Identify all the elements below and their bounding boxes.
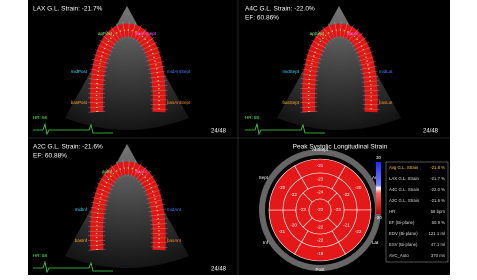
view-title: A2C G.L. Strain: -21.6% <box>33 144 103 151</box>
wall-label: AntSept <box>312 147 329 152</box>
segment-label: midSept <box>282 69 299 74</box>
segment-value: -22 <box>290 192 297 197</box>
row-value: -21.6 % <box>430 198 445 203</box>
segment-label: apInf <box>102 169 113 174</box>
row-label: EF (Bi-plane) <box>389 220 415 225</box>
segment-value: -22 <box>343 192 350 197</box>
heart-rate: HR: 58 <box>245 115 260 120</box>
wall-label: Lat <box>372 240 379 245</box>
segment-value: -21 <box>279 229 286 234</box>
segment-value: -19 <box>317 251 324 256</box>
frame-counter: 24/48 <box>423 129 439 135</box>
segment-value: -20 <box>355 185 362 190</box>
heart-rate: HR: 58 <box>33 115 48 120</box>
wall-label: Post <box>315 267 325 272</box>
row-label: LAX G.L. Strain <box>389 176 419 181</box>
frame-counter: 24/48 <box>211 267 227 273</box>
wall-label: Sept <box>259 175 269 180</box>
segment-label: apPost <box>98 31 113 36</box>
segment-label: midLat <box>379 69 393 74</box>
row-label: A2C G.L. Strain <box>389 198 420 203</box>
row-value: 121.1 ml <box>429 231 446 236</box>
row-value: 370 ms <box>431 253 445 258</box>
bullseye-title: Peak Systolic Longitudinal Strain <box>293 144 388 151</box>
row-value: 60.9 % <box>432 220 446 225</box>
segment-label: basSept <box>282 100 299 105</box>
segment-value: -22 <box>317 225 324 230</box>
segment-value: -23 <box>299 207 306 212</box>
frame-counter: 24/48 <box>211 129 227 135</box>
heart-rate: HR: 58 <box>33 253 48 258</box>
segment-value: -22 <box>317 207 324 212</box>
color-scale <box>376 162 381 214</box>
row-label: Avg G.L. Strain <box>389 165 419 170</box>
segment-label: apLat <box>347 31 359 36</box>
view-title: LAX G.L. Strain: -21.7% <box>33 6 103 13</box>
row-value: 47.1 ml <box>431 242 445 247</box>
ef-value: EF: 60.86% <box>245 15 279 22</box>
segment-value: -20 <box>290 222 297 227</box>
segment-label: basAnt <box>167 238 182 243</box>
ef-value: EF: 60.88% <box>33 153 67 160</box>
segment-value: -22 <box>355 229 362 234</box>
segment-label: basInf <box>75 238 88 243</box>
segment-value: -23 <box>334 207 341 212</box>
screen: LAX G.L. Strain: -21.7%apPostapAntSeptmi… <box>0 0 477 275</box>
segment-label: midPost <box>71 69 88 74</box>
segment-value: -20 <box>279 185 286 190</box>
row-label: A4C G.L. Strain <box>389 187 420 192</box>
segment-label: midAnt <box>167 207 182 212</box>
wall-label: Inf <box>263 240 269 245</box>
row-label: HR <box>389 209 395 214</box>
segment-label: basLat <box>379 100 393 105</box>
row-value: 58 bpm <box>431 209 446 214</box>
segment-label: apAnt <box>135 169 148 174</box>
scale-label: -30 <box>375 215 382 220</box>
row-label: ESV (Bi-plane) <box>389 242 418 247</box>
view-title: A4C G.L. Strain: -22.0% <box>245 6 315 13</box>
segment-value: -24 <box>317 190 324 195</box>
row-value: -22.0 % <box>430 187 445 192</box>
segment-value: -22 <box>317 238 324 243</box>
segment-label: basPost <box>71 100 88 105</box>
segment-label: midAntSept <box>167 69 191 74</box>
row-label: EDV (Bi-plane) <box>389 231 418 236</box>
segment-label: basAntSept <box>167 100 191 105</box>
segment-label: midInf <box>75 207 88 212</box>
row-label: AVC_Auto <box>389 253 409 258</box>
segment-label: apSept <box>310 31 325 36</box>
segment-label: apAntSept <box>135 31 157 36</box>
segment-value: -21 <box>343 222 350 227</box>
row-value: -21.7 % <box>430 176 445 181</box>
segment-value: -23 <box>317 177 324 182</box>
scale-label: 30 <box>376 155 382 160</box>
row-value: -21.8 % <box>430 165 445 170</box>
segment-value: -21 <box>317 163 324 168</box>
